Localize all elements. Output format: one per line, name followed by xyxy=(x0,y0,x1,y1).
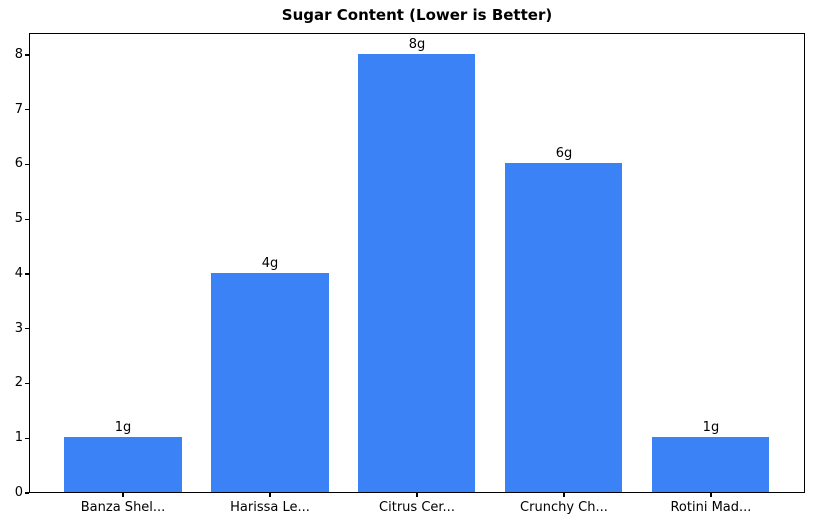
bar-value-label: 4g xyxy=(261,255,279,271)
x-tick-label: Banza Shel... xyxy=(80,500,166,515)
bar-value-label: 8g xyxy=(408,36,426,52)
y-tick xyxy=(25,328,29,330)
y-tick xyxy=(25,163,29,166)
chart-title: Sugar Content (Lower is Better) xyxy=(281,6,553,24)
x-tick xyxy=(710,493,712,497)
y-tick-label: 5 xyxy=(14,211,23,227)
x-tick xyxy=(269,493,271,497)
bar xyxy=(357,53,476,492)
x-tick-label: Rotini Mad... xyxy=(670,500,752,515)
y-tick xyxy=(25,273,29,275)
y-tick xyxy=(25,382,29,385)
y-tick xyxy=(25,218,29,220)
bar xyxy=(210,272,329,492)
y-tick-label: 3 xyxy=(14,320,23,336)
y-tick-label: 8 xyxy=(14,46,23,62)
x-tick-label: Harissa Le... xyxy=(230,500,310,515)
x-tick-label: Citrus Cer... xyxy=(379,500,455,515)
x-tick-label: Crunchy Ch... xyxy=(520,500,608,515)
bar-value-label: 1g xyxy=(114,420,132,436)
x-tick xyxy=(122,493,124,497)
y-tick-label: 6 xyxy=(14,156,23,172)
bar xyxy=(651,437,770,492)
y-tick xyxy=(25,492,29,494)
y-tick-label: 4 xyxy=(14,265,23,281)
y-tick-label: 2 xyxy=(14,375,23,391)
y-tick xyxy=(25,54,29,56)
y-tick-label: 1 xyxy=(14,430,23,446)
y-tick-label: 0 xyxy=(14,485,23,500)
x-tick xyxy=(563,493,565,497)
plot-area xyxy=(29,33,805,493)
bar xyxy=(63,437,182,492)
x-tick xyxy=(416,493,418,497)
bar xyxy=(504,163,623,492)
bar-value-label: 1g xyxy=(702,420,720,436)
y-tick-label: 7 xyxy=(14,101,23,117)
y-tick xyxy=(25,109,29,111)
y-tick xyxy=(25,437,29,439)
bar-value-label: 6g xyxy=(555,146,573,162)
